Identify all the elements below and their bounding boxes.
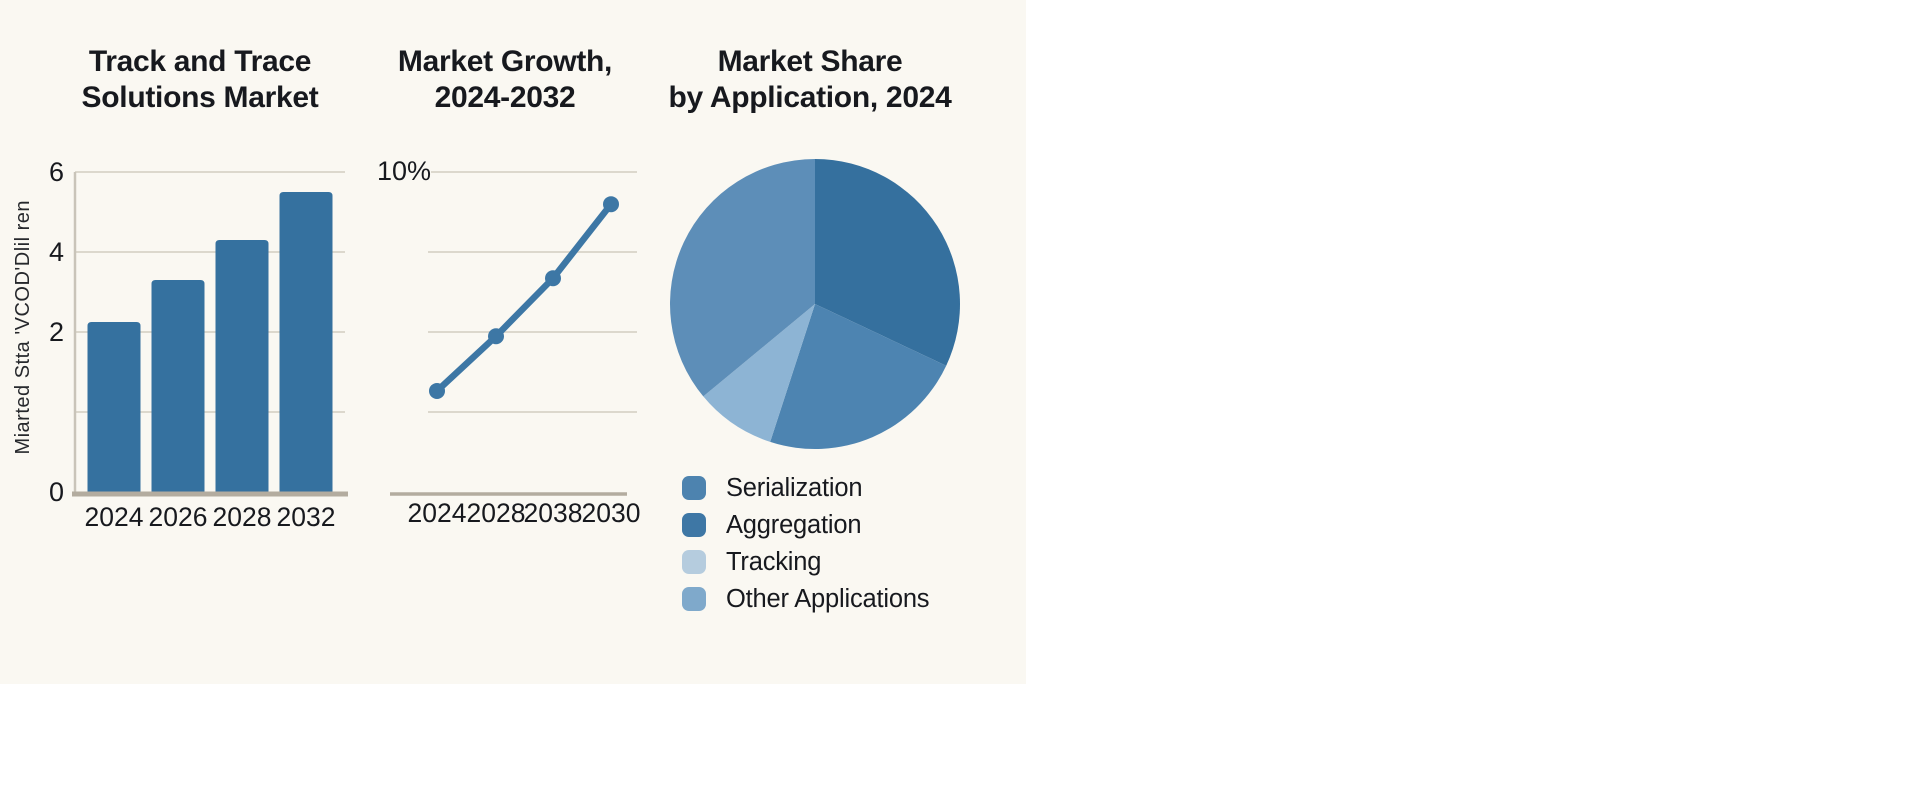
line-chart-title-line1: Market Growth, (397, 45, 613, 78)
line-chart-title: Market Growth, 2024-2032 (375, 44, 635, 116)
line-y-top-tick-label: 10% (377, 156, 432, 186)
bar-y-axis-label-text: Miarted Stta 'VCOD'Dlil ren (11, 199, 34, 455)
pie-chart-title-line1: Market Share (717, 45, 903, 78)
bar-y-tick-label: 4 (49, 237, 64, 267)
pie-slice-tracking (703, 304, 815, 442)
bar-y-tick-label: 0 (49, 477, 64, 507)
line-x-tick-label: 2038 (524, 498, 583, 528)
pie-slice-aggregation (815, 159, 960, 366)
legend-item-serialization: Serialization (682, 473, 929, 502)
line-x-tick-label: 2028 (467, 498, 526, 528)
bar (87, 322, 141, 492)
legend-label-other-applications: Other Applications (726, 584, 930, 613)
line-chart-title-line2: 2024-2032 (434, 81, 576, 114)
bar (215, 240, 269, 492)
line-x-tick-label: 2030 (582, 498, 641, 528)
legend-label-serialization: Serialization (726, 473, 863, 502)
legend-swatch-serialization (682, 476, 706, 500)
line-point (488, 328, 504, 345)
pie-chart-title: Market Share by Application, 2024 (650, 44, 970, 116)
bar-y-axis-label: Miarted Stta 'VCOD'Dlil ren (6, 162, 40, 492)
bar-chart-title: Track and Trace Solutions Market (50, 44, 350, 116)
pie-chart-title-line2: by Application, 2024 (668, 81, 952, 114)
chart-sheet: Track and Trace Solutions Market Miarted… (0, 0, 1026, 684)
line-point (429, 382, 445, 399)
pie-chart (670, 159, 960, 449)
bar-x-tick-label: 2032 (277, 502, 336, 532)
line-point (603, 196, 619, 213)
legend-label-aggregation: Aggregation (726, 510, 862, 539)
line-point (545, 270, 561, 287)
legend-item-aggregation: Aggregation (682, 510, 929, 539)
bar (279, 192, 333, 492)
legend-item-other-applications: Other Applications (682, 584, 930, 613)
bar-y-tick-label: 2 (49, 317, 64, 347)
bar-x-tick-label: 2026 (149, 502, 208, 532)
bar-chart-title-line1: Track and Trace (88, 45, 312, 78)
line-x-tick-label: 2024 (408, 498, 467, 528)
bar-y-tick-label: 6 (49, 157, 64, 187)
pie-slice-serialization (770, 304, 947, 449)
bar-chart-title-line2: Solutions Market (81, 81, 319, 114)
bar (151, 280, 205, 492)
pie-legend: Serialization Aggregation Tracking Other… (682, 473, 930, 624)
legend-swatch-aggregation (682, 513, 706, 537)
legend-label-tracking: Tracking (726, 547, 822, 576)
bar-x-tick-label: 2024 (85, 502, 144, 532)
bar-chart: 6 4 2 0 2024 2026 2028 2032 (49, 157, 348, 532)
line-series (433, 200, 615, 395)
bar-x-tick-label: 2028 (213, 502, 272, 532)
legend-item-tracking: Tracking (682, 547, 929, 576)
legend-swatch-tracking (682, 550, 706, 574)
pie-slice-other-applications (670, 159, 815, 397)
legend-swatch-other-applications (682, 587, 706, 611)
